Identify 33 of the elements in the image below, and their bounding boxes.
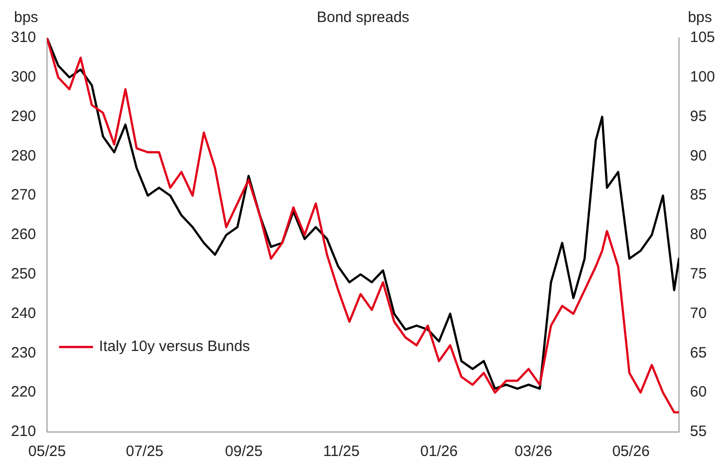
y-tick-label: 220 bbox=[10, 384, 36, 401]
y-axis-title: bps bbox=[14, 9, 38, 26]
y2-tick-label: 65 bbox=[690, 344, 707, 362]
y2-tick-label: 105 bbox=[690, 29, 716, 46]
y-tick-label: 300 bbox=[10, 68, 36, 86]
y-tick-label: 280 bbox=[10, 147, 36, 164]
x-tick-label: 03/26 bbox=[514, 443, 552, 460]
y2-tick-label: 90 bbox=[690, 147, 707, 164]
x-tick-label: 11/25 bbox=[323, 443, 360, 460]
y2-axis-title: bps bbox=[688, 9, 712, 26]
y-tick-label: 240 bbox=[10, 304, 36, 322]
y-tick-label: 230 bbox=[10, 344, 36, 362]
y-tick-label: 210 bbox=[10, 423, 36, 440]
y-tick-label: 310 bbox=[10, 29, 36, 46]
chart-title: Bond spreads bbox=[316, 9, 410, 26]
x-tick-label: 01/26 bbox=[420, 443, 458, 460]
y2-tick-label: 80 bbox=[690, 226, 707, 244]
y2-tick-label: 70 bbox=[690, 304, 707, 322]
y-tick-label: 290 bbox=[10, 108, 36, 125]
y-tick-label: 270 bbox=[10, 186, 36, 204]
legend-label: Italy 10y versus Bunds bbox=[99, 338, 250, 356]
x-tick-label: 07/25 bbox=[126, 443, 164, 460]
y2-tick-label: 55 bbox=[690, 423, 707, 440]
y2-tick-label: 75 bbox=[690, 266, 707, 283]
y2-tick-label: 100 bbox=[690, 68, 716, 86]
y-tick-label: 250 bbox=[10, 266, 36, 283]
y2-tick-label: 60 bbox=[690, 384, 707, 401]
y2-tick-label: 95 bbox=[690, 108, 707, 125]
x-tick-label: 05/25 bbox=[28, 443, 66, 460]
x-tick-label: 05/26 bbox=[612, 443, 650, 460]
y2-tick-label: 85 bbox=[690, 186, 707, 204]
x-tick-label: 09/25 bbox=[225, 443, 263, 460]
y-tick-label: 260 bbox=[10, 226, 36, 244]
